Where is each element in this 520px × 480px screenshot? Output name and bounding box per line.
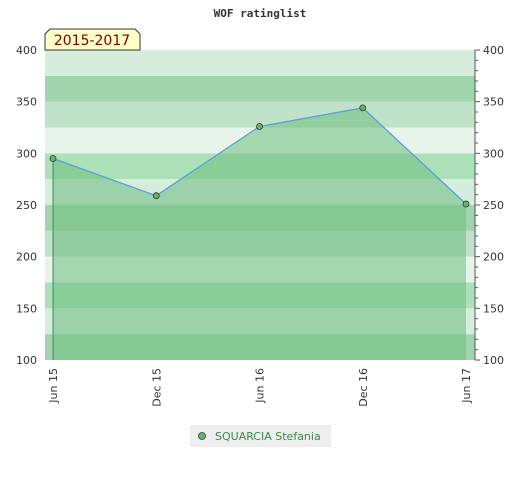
legend-box bbox=[190, 425, 331, 447]
series-area bbox=[53, 107, 466, 360]
period-badge-label: 2015-2017 bbox=[54, 33, 130, 49]
y-tick-label-left: 350 bbox=[16, 96, 37, 109]
y-tick-label-left: 100 bbox=[16, 354, 37, 367]
data-point bbox=[152, 192, 160, 200]
y-tick-label-left: 300 bbox=[16, 147, 37, 160]
x-axis: Jun 15 Dec 15 Jun 16 Dec 16 Jun 17 bbox=[47, 368, 473, 407]
legend: SQUARCIA Stefania bbox=[190, 425, 331, 447]
y-tick-label-right: 200 bbox=[483, 251, 504, 264]
plot-area bbox=[49, 104, 470, 360]
y-tick-label-left: 200 bbox=[16, 251, 37, 264]
data-point bbox=[256, 123, 263, 130]
x-tick-label: Dec 15 bbox=[150, 368, 163, 407]
legend-marker bbox=[198, 432, 206, 440]
legend-series-name: SQUARCIA Stefania bbox=[215, 430, 321, 443]
y-tick-label-left: 250 bbox=[16, 199, 37, 212]
y-tick-label-right: 150 bbox=[483, 302, 504, 315]
y-tick-label-right: 350 bbox=[483, 96, 504, 109]
data-point bbox=[49, 155, 57, 162]
y-tick-label-right: 250 bbox=[483, 199, 504, 212]
x-tick-label: Dec 16 bbox=[357, 368, 370, 407]
chart-title: WOF ratinglist bbox=[214, 7, 307, 20]
background-band bbox=[45, 75, 475, 102]
y-tick-label-right: 300 bbox=[483, 147, 504, 160]
x-tick-label: Jun 17 bbox=[460, 368, 473, 404]
y-tick-label-left: 150 bbox=[16, 302, 37, 315]
y-tick-label-left: 400 bbox=[16, 44, 37, 57]
data-point bbox=[462, 200, 470, 208]
x-tick-label: Jun 15 bbox=[47, 368, 60, 404]
y-tick-label-right: 400 bbox=[483, 44, 504, 57]
y-axis-right: 100 150 200 250 300 350 400 bbox=[474, 44, 504, 367]
x-tick-label: Jun 16 bbox=[254, 368, 267, 404]
data-point bbox=[359, 104, 367, 112]
y-axis-left: 100 150 200 250 300 350 400 bbox=[16, 44, 37, 367]
period-badge-shape bbox=[44, 28, 141, 51]
y-tick-label-right: 100 bbox=[483, 354, 504, 367]
background-band bbox=[45, 50, 475, 76]
period-badge: 2015-2017 bbox=[44, 28, 141, 51]
